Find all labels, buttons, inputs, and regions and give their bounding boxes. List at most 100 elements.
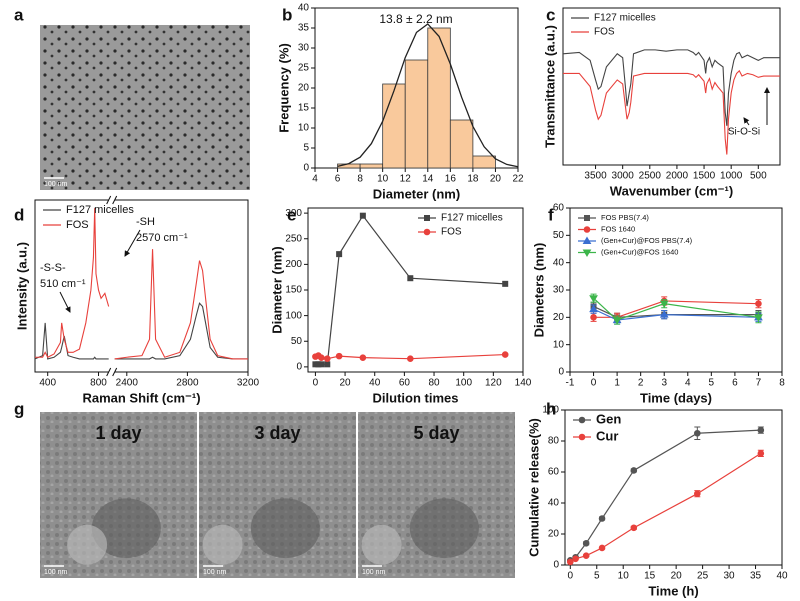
- x-tick-label: 12: [400, 174, 412, 185]
- annotation: -S-S-: [40, 262, 66, 274]
- chart: 4 6 8 10 12 14 16 18 20 22 0 5 10 15 20 25 30 35 40 Diamete…: [276, 3, 524, 202]
- data-point: [582, 552, 590, 560]
- bar: [404, 59, 429, 169]
- x-tick-label: 22: [512, 174, 524, 185]
- y-tick-label: 20: [548, 529, 560, 540]
- bar: [427, 27, 451, 169]
- data-point: [502, 280, 509, 287]
- legend-label: FOS: [441, 227, 462, 238]
- data-point: [590, 314, 597, 321]
- data-point: [359, 212, 366, 219]
- x-tick-label: -1: [566, 378, 575, 389]
- x-tick-label: 0: [591, 378, 597, 389]
- data-point: [694, 490, 701, 498]
- annotation-arrow: [743, 117, 750, 126]
- x-tick-label: 8: [779, 378, 785, 389]
- y-axis-label: Transmittance (a.u.): [542, 25, 557, 148]
- tem-caption: 5 day: [413, 423, 459, 443]
- annotation: 13.8 ± 2.2 nm: [379, 12, 452, 26]
- bar: [472, 155, 496, 169]
- data-point: [612, 317, 622, 325]
- panel-label: h: [546, 399, 556, 418]
- x-tick-label: 2800: [176, 378, 199, 389]
- x-tick-label: 20: [490, 174, 502, 185]
- data-point: [598, 515, 606, 522]
- chart: 0 20 40 60 80 100 120 140 0 50 100 150 200 250 300 Dilu…: [269, 207, 532, 405]
- x-tick-label: 14: [422, 174, 434, 185]
- y-tick-label: 60: [548, 467, 560, 478]
- tem-hole: [67, 524, 108, 565]
- data-point: [694, 429, 701, 437]
- data-point: [335, 352, 343, 360]
- x-tick-label: 4: [685, 378, 691, 389]
- tem-hole: [361, 524, 402, 565]
- data-point: [755, 300, 762, 307]
- data-point: [598, 544, 606, 552]
- x-tick-label: 4: [312, 174, 318, 185]
- x-tick-label: 0: [313, 378, 319, 389]
- series-line: [315, 214, 506, 365]
- axis-break-gap: [108, 197, 115, 203]
- series-line: [593, 300, 759, 318]
- annotation-arrow: [124, 229, 141, 257]
- y-tick-label: 0: [558, 367, 564, 378]
- y-tick-label: 100: [542, 405, 559, 416]
- y-axis-label: Frequency (%): [276, 43, 291, 133]
- x-tick-label: 18: [467, 174, 479, 185]
- bar: [382, 83, 406, 169]
- x-tick-label: 2: [638, 378, 644, 389]
- y-tick-label: 50: [291, 336, 303, 347]
- legend-label: Gen: [596, 411, 621, 426]
- data-point: [407, 275, 414, 282]
- plot-frame: [562, 7, 781, 166]
- x-tick-label: 2500: [639, 171, 662, 182]
- data-point: [589, 304, 598, 313]
- panel-label: a: [14, 5, 24, 24]
- x-tick-label: 3000: [612, 171, 635, 182]
- legend-marker: [584, 215, 590, 221]
- scale-bar-label: 100 nm: [44, 181, 68, 188]
- legend-label: F127 micelles: [66, 204, 134, 216]
- legend-label: F127 micelles: [594, 13, 656, 24]
- data-point: [501, 351, 509, 358]
- x-tick-label: 10: [618, 571, 630, 582]
- y-axis-label: Cumulative release(%): [526, 418, 541, 557]
- y-tick-label: 60: [553, 203, 565, 214]
- y-tick-label: 40: [298, 3, 310, 14]
- x-tick-label: 80: [428, 378, 440, 389]
- axis-break-mark: [106, 367, 112, 377]
- y-tick-label: 100: [285, 310, 302, 321]
- y-tick-label: 200: [285, 259, 302, 270]
- data-point: [407, 355, 414, 362]
- series-line: [114, 302, 248, 360]
- y-tick-label: 40: [553, 257, 565, 268]
- x-tick-label: 3200: [237, 378, 260, 389]
- y-tick-label: 20: [298, 83, 310, 94]
- x-tick-label: 16: [445, 174, 457, 185]
- data-point: [659, 310, 669, 318]
- x-tick-label: 20: [340, 378, 352, 389]
- tem-feature: [91, 498, 161, 559]
- x-tick-label: 400: [39, 378, 56, 389]
- axis-break-mark: [112, 195, 118, 205]
- x-tick-label: 25: [697, 571, 709, 582]
- legend-label: FOS: [66, 219, 89, 231]
- data-point: [572, 555, 579, 563]
- data-point: [630, 467, 638, 474]
- y-axis-label: Intensity (a.u.): [14, 242, 29, 330]
- legend-label: Cur: [596, 428, 618, 443]
- y-tick-label: 30: [298, 43, 310, 54]
- x-tick-label: 15: [644, 571, 656, 582]
- data-point: [324, 361, 331, 368]
- x-tick-label: 30: [724, 571, 736, 582]
- series-line: [114, 249, 248, 360]
- data-point: [318, 361, 325, 368]
- chart: 0 5 10 15 20 25 30 35 40 0 20 40 60 80 100 Time (h) Cumu…: [526, 405, 788, 599]
- x-tick-label: 8: [357, 174, 363, 185]
- x-tick-label: 40: [776, 571, 788, 582]
- y-tick-label: 150: [285, 285, 302, 296]
- data-point: [754, 314, 763, 322]
- chart: 3500 3000 2500 2000 1500 1000 500 Wavenumber (c…: [542, 7, 781, 198]
- series-line: [593, 297, 759, 321]
